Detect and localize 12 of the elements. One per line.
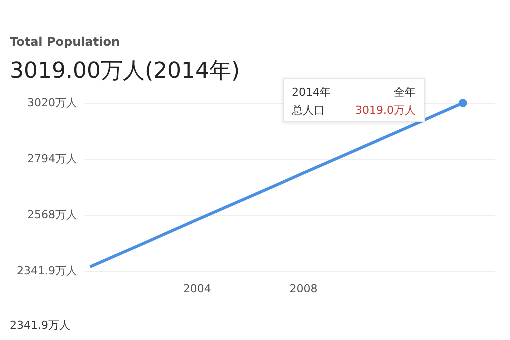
y-tick-label: 3020万人 [28, 96, 78, 110]
annotation: 3019.0万人 [356, 103, 416, 118]
chart-title: Total Population [10, 35, 120, 49]
x-tick-label: 2004 [183, 282, 212, 296]
y-tick-label: 2794万人 [28, 152, 78, 166]
x-tick-label: 2008 [290, 282, 318, 296]
y-tick-label: 2341.9万人 [17, 264, 78, 278]
text: 全年 [394, 85, 416, 100]
annotation: 总人口 [292, 103, 325, 118]
y-tick-label: 2568万人 [28, 208, 78, 222]
text: 2014年 [292, 85, 331, 100]
chart-subtitle: 3019.00万人(2014年) [10, 59, 240, 84]
